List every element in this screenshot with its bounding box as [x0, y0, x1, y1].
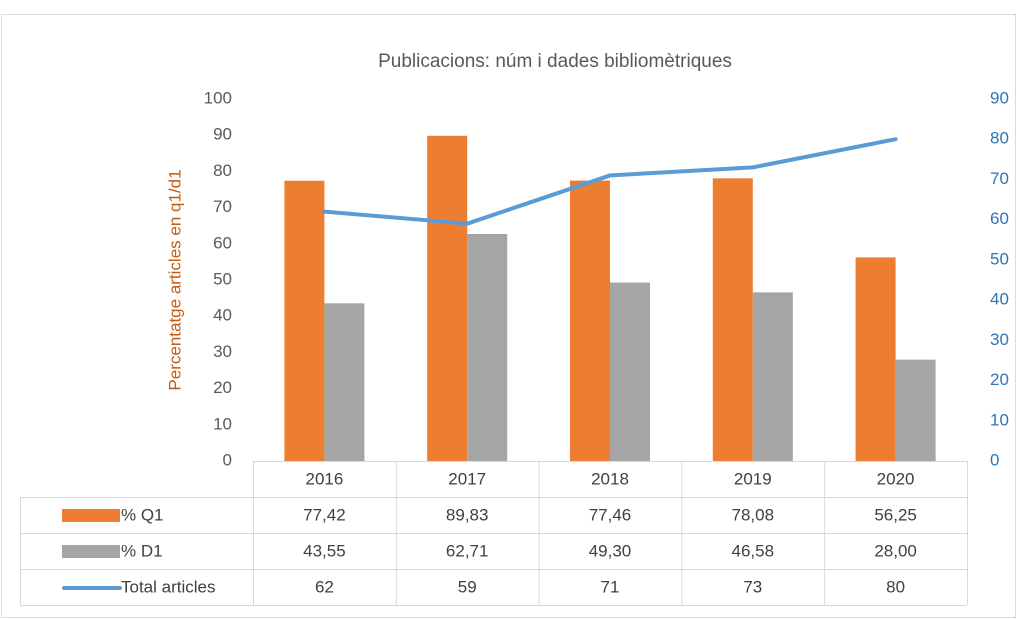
- bar: [895, 359, 936, 461]
- y2-tick-label: 20: [990, 370, 1009, 389]
- bar: [610, 282, 650, 461]
- x-tick-label: 2020: [877, 469, 915, 488]
- x-tick-label: 2019: [734, 469, 772, 488]
- bar: [570, 180, 610, 462]
- x-tick-label: 2017: [448, 469, 486, 488]
- legend-key: [62, 545, 120, 558]
- y-tick-label: 30: [213, 342, 232, 361]
- y-tick-label: 90: [213, 125, 232, 144]
- table-value: 77,42: [303, 505, 346, 524]
- table-value: 89,83: [446, 505, 489, 524]
- bar: [324, 303, 365, 461]
- bar: [467, 233, 508, 461]
- chart-title: Publicacions: núm i dades bibliomètrique…: [378, 51, 732, 72]
- table-value: 59: [458, 577, 477, 596]
- table-value: 43,55: [303, 541, 346, 560]
- y2-tick-label: 10: [990, 410, 1009, 429]
- line-series: [322, 137, 898, 226]
- table-value: 78,08: [732, 505, 775, 524]
- y-tick-label: 20: [213, 378, 232, 397]
- y-tick-label: 60: [213, 233, 232, 252]
- y-tick-label: 100: [204, 88, 232, 107]
- table-value: 28,00: [874, 541, 917, 560]
- legend-label: % Q1: [121, 505, 164, 524]
- bar: [427, 135, 468, 461]
- bar: [712, 178, 753, 461]
- legend-key: [62, 509, 120, 522]
- y-tick-label: 80: [213, 161, 232, 180]
- chart-border: [1, 14, 1016, 618]
- y2-tick-label: 50: [990, 249, 1009, 268]
- table-value: 80: [886, 577, 905, 596]
- bar: [855, 257, 896, 461]
- table-value: 46,58: [732, 541, 775, 560]
- bar: [284, 180, 325, 461]
- y2-tick-label: 30: [990, 330, 1009, 349]
- table-value: 62,71: [446, 541, 489, 560]
- x-tick-label: 2016: [305, 469, 343, 488]
- y-tick-label: 70: [213, 197, 232, 216]
- y-tick-label: 10: [213, 414, 232, 433]
- y-tick-label: 50: [213, 269, 232, 288]
- table-value: 73: [743, 577, 762, 596]
- y2-tick-label: 0: [990, 450, 999, 469]
- y2-tick-label: 40: [990, 290, 1009, 309]
- y-tick-label: 0: [223, 450, 232, 469]
- table-value: 71: [601, 577, 620, 596]
- legend-label: % D1: [121, 541, 163, 560]
- y2-tick-label: 90: [990, 88, 1009, 107]
- table-value: 62: [315, 577, 334, 596]
- table-value: 77,46: [589, 505, 632, 524]
- y-tick-label: 40: [213, 306, 232, 325]
- y2-tick-label: 80: [990, 129, 1009, 148]
- x-tick-label: 2018: [591, 469, 629, 488]
- bar: [752, 292, 793, 461]
- table-value: 49,30: [589, 541, 632, 560]
- y2-tick-label: 70: [990, 169, 1009, 188]
- legend-label: Total articles: [121, 577, 215, 596]
- y2-tick-label: 60: [990, 209, 1009, 228]
- table-value: 56,25: [874, 505, 917, 524]
- y-axis-label: Percentatge articles en q1/d1: [165, 169, 184, 390]
